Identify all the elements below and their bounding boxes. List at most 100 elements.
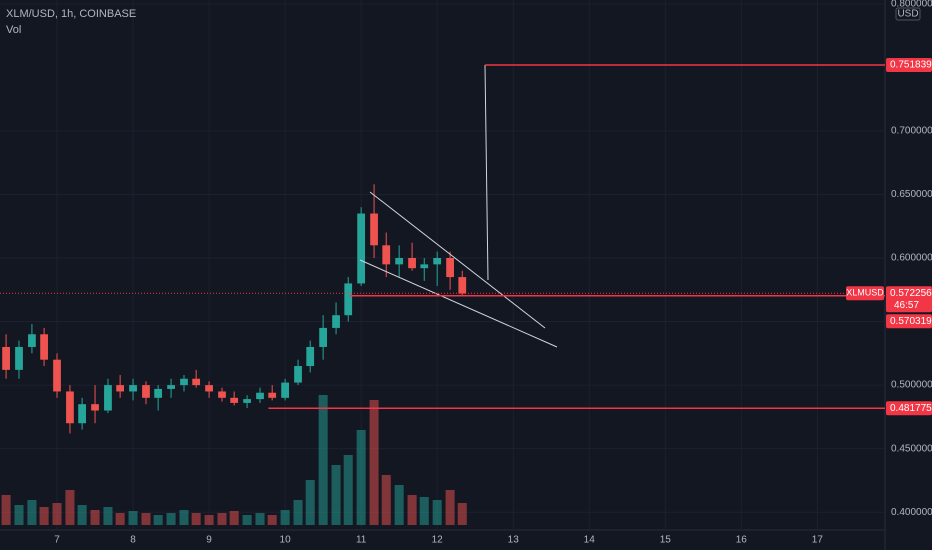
candle-body <box>408 258 416 269</box>
candle-body <box>218 391 226 398</box>
candle-body <box>142 385 150 398</box>
volume-bar <box>343 455 353 525</box>
candle-body <box>116 385 125 392</box>
currency[interactable]: USD <box>897 9 918 20</box>
candle-body <box>332 315 340 328</box>
volume-bar <box>381 475 391 525</box>
x-tick-label: 16 <box>736 535 748 546</box>
candle-body <box>420 264 429 269</box>
x-tick-label: 12 <box>432 535 444 546</box>
candle-body <box>40 334 48 360</box>
candle-body <box>243 399 251 403</box>
y-tick-label: 0.500000 <box>891 380 932 391</box>
candle-body <box>91 404 99 411</box>
x-tick-label: 17 <box>812 535 824 546</box>
volume-bar <box>293 500 303 525</box>
symbol-tag-label: XLMUSD <box>846 288 884 298</box>
candle-body <box>104 385 112 411</box>
candle-body <box>78 404 86 424</box>
candle-body <box>446 258 454 278</box>
volume-bar <box>419 497 429 525</box>
candle-body <box>319 327 328 347</box>
candle-body <box>154 388 163 398</box>
price-tag-label: 0.572256 <box>890 288 932 299</box>
volume-bar <box>457 503 467 525</box>
volume-bar <box>90 510 100 525</box>
drawings <box>359 64 558 348</box>
symbol-title: XLM/USD, 1h, COINBASE <box>6 8 136 20</box>
x-tick-label: 13 <box>508 535 520 546</box>
volume-bar <box>432 500 442 525</box>
volume-bar <box>52 503 62 525</box>
countdown: 46:57 <box>894 300 919 311</box>
volume-bar <box>369 400 379 525</box>
volume-bar <box>153 515 163 525</box>
candle-body <box>382 245 391 265</box>
volume-bar <box>77 505 87 525</box>
volume-bar <box>217 513 227 525</box>
candle-body <box>294 366 302 383</box>
volume-bar <box>14 505 24 525</box>
volume-label: Vol <box>6 24 21 36</box>
wedge-line <box>359 259 558 348</box>
volume-bar <box>191 513 201 525</box>
y-tick-label: 0.600000 <box>891 253 932 264</box>
projection-line <box>484 64 489 281</box>
y-tick-label: 0.650000 <box>891 189 932 200</box>
volume-bar <box>128 511 138 525</box>
y-tick-label: 0.800000 <box>891 0 932 9</box>
candle-body <box>2 346 10 370</box>
candle-body <box>268 392 277 398</box>
x-tick-label: 14 <box>584 535 596 546</box>
candle-body <box>66 391 74 424</box>
y-tick-label: 0.450000 <box>891 443 932 454</box>
candle-body <box>357 213 366 284</box>
volume-bar <box>229 511 239 525</box>
symbol-tag <box>846 286 884 301</box>
candle-body <box>395 258 404 265</box>
y-tick-label: 0.400000 <box>891 507 932 518</box>
volume-bar <box>39 507 49 525</box>
wedge-line <box>369 191 546 329</box>
x-tick-label: 10 <box>280 535 292 546</box>
candle-body <box>28 334 36 347</box>
volume-bar <box>65 490 75 525</box>
volume-bar <box>103 507 113 525</box>
candle-body <box>180 378 188 386</box>
candle-body <box>458 277 467 294</box>
candle-body <box>205 385 213 392</box>
candle-body <box>129 385 137 392</box>
candle-body <box>167 385 175 389</box>
candle-body <box>344 283 353 316</box>
candle-body <box>15 346 23 370</box>
candle-body <box>281 382 289 398</box>
volume-bar <box>27 500 37 525</box>
volume-bar <box>267 515 277 525</box>
volume-bar <box>141 513 151 525</box>
candle-body <box>370 213 378 246</box>
volume-bar <box>242 515 252 525</box>
candle-body <box>256 392 264 400</box>
volume-bar <box>255 513 265 525</box>
volume-bar <box>179 510 189 525</box>
level-tag <box>886 314 932 329</box>
x-tick-label: 9 <box>206 535 212 546</box>
volume-bar <box>407 495 417 525</box>
volume-bar <box>356 430 366 525</box>
x-tick-label: 15 <box>660 535 672 546</box>
volume-bar <box>115 513 125 525</box>
candle-body <box>53 359 61 392</box>
candle-body <box>433 258 442 265</box>
price-tag <box>886 286 932 313</box>
candle-body <box>192 378 201 386</box>
volume-bar <box>166 513 176 525</box>
level-tag-label: 0.751839 <box>890 60 932 71</box>
volume-bar <box>394 485 404 525</box>
volume-bar <box>318 395 328 525</box>
currency-button[interactable] <box>895 7 921 21</box>
candle-body <box>230 397 239 403</box>
level-tag-label: 0.481775 <box>890 403 932 414</box>
level-tag <box>886 58 932 73</box>
